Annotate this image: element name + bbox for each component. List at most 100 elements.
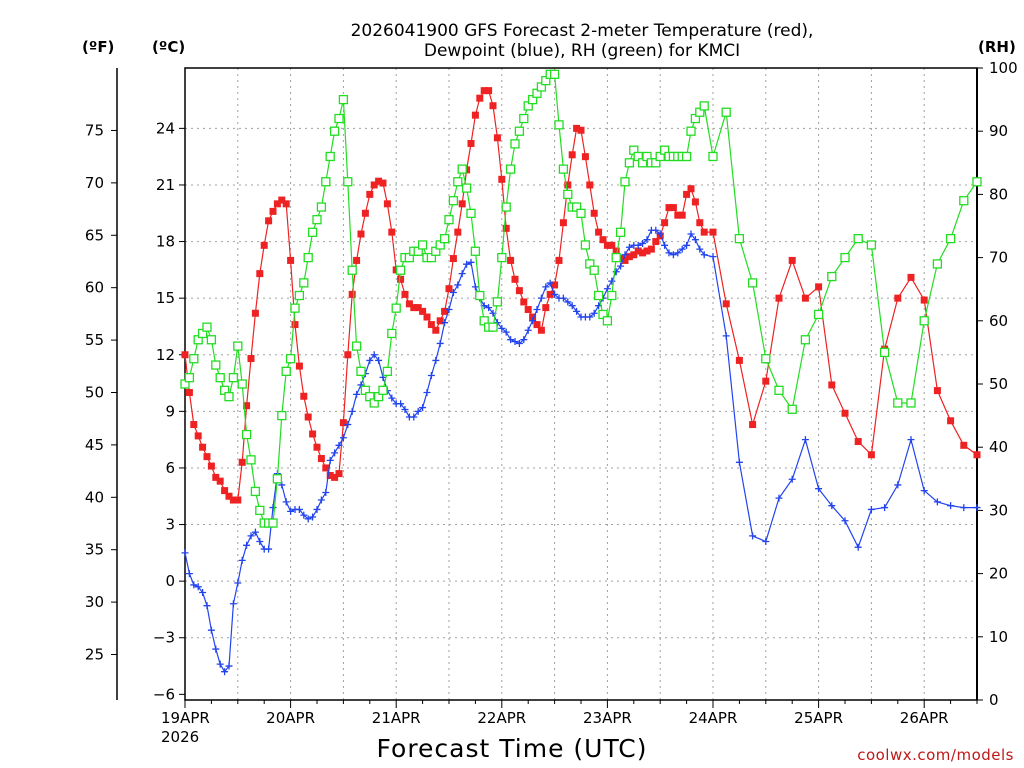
rh-point bbox=[549, 69, 560, 79]
fahrenheit-tick-label: 25 bbox=[85, 646, 104, 664]
x-tick-year-label: 2026 bbox=[161, 728, 199, 746]
dewpoint-point bbox=[854, 543, 862, 551]
dewpoint-point bbox=[586, 313, 594, 321]
dewpoint-point bbox=[661, 241, 669, 249]
dewpoint-point bbox=[397, 400, 405, 408]
rh-point bbox=[215, 373, 225, 383]
dewpoint-point bbox=[828, 502, 836, 510]
temperature-point bbox=[621, 256, 629, 264]
dewpoint-point bbox=[775, 494, 783, 502]
temperature-point bbox=[243, 402, 251, 410]
temperature-point bbox=[696, 219, 704, 227]
temperature-point bbox=[854, 438, 862, 446]
dewpoint-point bbox=[401, 405, 409, 413]
dewpoint-point bbox=[181, 549, 189, 557]
temperature-point bbox=[599, 236, 607, 244]
fahrenheit-tick-label: 40 bbox=[85, 488, 104, 506]
rh-point bbox=[611, 252, 621, 263]
rh-tick-label: 30 bbox=[989, 501, 1008, 519]
temperature-point bbox=[480, 87, 488, 95]
temperature-point bbox=[542, 304, 550, 312]
temperature-point bbox=[361, 209, 369, 217]
dewpoint-point bbox=[485, 304, 493, 312]
dewpoint-point bbox=[339, 434, 347, 442]
celsius-tick-label: 12 bbox=[156, 346, 175, 364]
temperature-point bbox=[467, 139, 475, 147]
rh-point bbox=[211, 360, 221, 370]
x-tick-label: 24APR bbox=[689, 709, 738, 727]
rh-point bbox=[378, 385, 388, 395]
rh-point bbox=[593, 290, 604, 301]
dewpoint-point bbox=[511, 338, 519, 346]
dewpoint-point bbox=[190, 581, 198, 589]
rh-point bbox=[554, 120, 564, 130]
dewpoint-point bbox=[458, 270, 466, 278]
temperature-point bbox=[251, 309, 259, 317]
dewpoint-point bbox=[441, 319, 449, 327]
temperature-point bbox=[379, 179, 387, 187]
temperature-point bbox=[568, 151, 576, 159]
temperature-point bbox=[273, 200, 281, 208]
dewpoint-point bbox=[894, 481, 902, 489]
series-dewpoint bbox=[181, 226, 981, 676]
rh-point bbox=[439, 233, 450, 244]
celsius-tick-label: 18 bbox=[156, 233, 175, 251]
temperature-point bbox=[524, 305, 532, 313]
x-axis-label: Forecast Time (UTC) bbox=[377, 734, 648, 763]
temperature-point bbox=[203, 453, 211, 461]
dewpoint-point bbox=[722, 332, 730, 340]
dewpoint-point bbox=[225, 662, 233, 670]
dewpoint-point bbox=[665, 249, 673, 257]
temperature-point bbox=[669, 204, 677, 212]
dewpoint-point bbox=[674, 249, 682, 257]
fahrenheit-tick-label: 65 bbox=[85, 226, 104, 244]
rh-point bbox=[312, 215, 322, 225]
dewpoint-point bbox=[449, 289, 457, 297]
dewpoint-point bbox=[265, 545, 273, 553]
temperature-point bbox=[973, 451, 981, 459]
temperature-point bbox=[625, 253, 633, 261]
temperature-point bbox=[639, 249, 647, 257]
rh-point bbox=[514, 126, 525, 136]
temperature-point bbox=[603, 241, 611, 249]
celsius-tick-label: 0 bbox=[165, 572, 175, 590]
temperature-point bbox=[190, 421, 198, 429]
rh-tick-label: 80 bbox=[989, 185, 1008, 203]
rh-point bbox=[395, 265, 406, 275]
dewpoint-point bbox=[326, 456, 334, 464]
temperature-point bbox=[304, 413, 312, 421]
dewpoint-point bbox=[529, 317, 537, 325]
rh-point bbox=[470, 246, 481, 256]
temperature-point bbox=[353, 256, 361, 264]
temperature-point bbox=[551, 281, 559, 289]
temperature-point bbox=[643, 247, 651, 255]
temperature-point bbox=[419, 307, 427, 315]
rh-point bbox=[519, 113, 529, 124]
rh-point bbox=[202, 322, 212, 332]
temperature-point bbox=[775, 294, 783, 302]
temperature-point bbox=[493, 134, 501, 142]
temperature-point bbox=[507, 256, 515, 264]
fahrenheit-tick-label: 45 bbox=[85, 436, 104, 454]
rh-point bbox=[453, 177, 463, 187]
temperature-point bbox=[414, 304, 422, 312]
temperature-point bbox=[841, 409, 849, 417]
dewpoint-point bbox=[247, 532, 255, 540]
temperature-point bbox=[344, 351, 352, 359]
rh-point bbox=[294, 290, 305, 301]
dewpoint-point bbox=[344, 421, 352, 429]
dewpoint-point bbox=[920, 487, 928, 495]
temperature-point bbox=[661, 219, 669, 227]
rh-point bbox=[510, 139, 520, 149]
rh-point bbox=[576, 208, 586, 219]
rh-point bbox=[853, 233, 863, 244]
rh-point bbox=[351, 341, 362, 351]
temperature-point bbox=[427, 321, 435, 329]
rh-point bbox=[224, 391, 234, 402]
dewpoint-point bbox=[542, 283, 550, 291]
rh-point bbox=[615, 227, 626, 237]
temperature-point bbox=[238, 458, 246, 466]
data-series bbox=[180, 69, 982, 676]
temperature-point bbox=[326, 471, 334, 479]
temperature-point bbox=[291, 321, 299, 329]
